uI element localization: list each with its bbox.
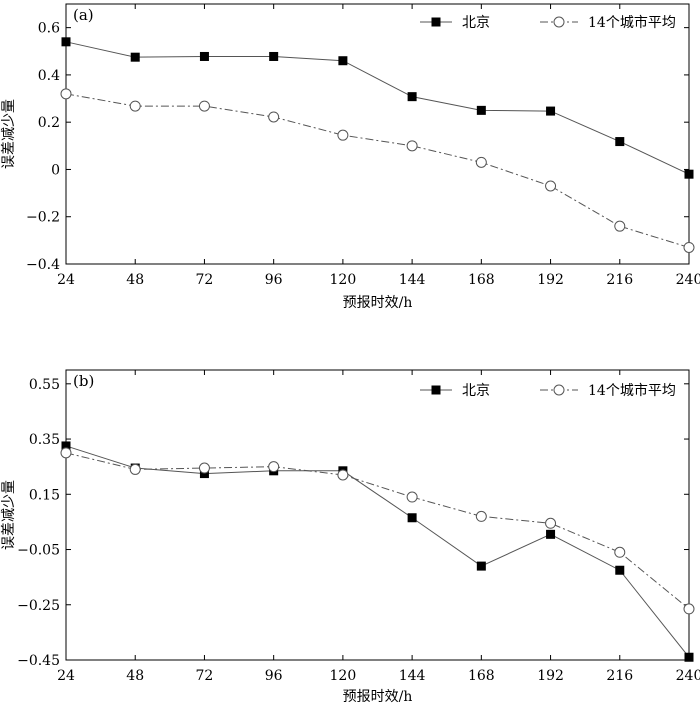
x-tick-label: 120: [330, 668, 357, 684]
data-point-square: [269, 51, 279, 61]
data-point-circle: [60, 88, 72, 100]
x-tick-label: 96: [265, 272, 283, 288]
x-tick-label: 192: [537, 668, 564, 684]
x-axis-label: 预报时效/h: [343, 295, 413, 311]
data-point-circle: [683, 603, 695, 615]
x-tick-label: 48: [126, 272, 144, 288]
legend-label-0: 北京: [462, 15, 490, 31]
y-tick-label: 0: [51, 162, 60, 178]
plot-frame: [65, 3, 690, 265]
data-point-circle: [198, 462, 210, 474]
x-axis-label: 预报时效/h: [343, 689, 413, 705]
data-point-circle: [337, 469, 349, 481]
data-point-square: [684, 652, 694, 662]
data-point-square: [407, 513, 417, 523]
y-tick-label: 0.55: [29, 377, 60, 393]
x-tick-label: 24: [57, 272, 75, 288]
x-tick-label: 216: [606, 272, 633, 288]
data-point-circle: [545, 517, 557, 529]
y-tick-label: −0.45: [17, 653, 60, 669]
y-tick-label: 0.4: [38, 68, 60, 84]
data-point-circle: [198, 100, 210, 112]
x-tick-label: 144: [399, 668, 426, 684]
panel-b: 24 48 72 96 120 144 168 192 216 240 −0.45 −0.25 −0.0…: [1, 369, 700, 705]
series-line-1: [65, 93, 690, 248]
panel-a: 24 48 72 96 120 144 168 192 216 240 −0.4 −0.2 0 0.2 0.…: [1, 3, 700, 311]
legend-circle-icon: [553, 384, 565, 396]
x-tick-label: 240: [676, 272, 700, 288]
data-point-circle: [406, 140, 418, 152]
x-tick-label: 192: [537, 272, 564, 288]
x-tick-label: 240: [676, 668, 700, 684]
data-point-square: [61, 37, 71, 47]
series-line-0: [65, 445, 690, 658]
data-point-circle: [683, 241, 695, 253]
legend-label-1: 14个城市平均: [588, 382, 676, 399]
x-tick-label: 120: [330, 272, 357, 288]
x-tick-label: 168: [468, 668, 495, 684]
data-point-circle: [129, 100, 141, 112]
data-point-square: [199, 469, 209, 479]
legend-square-icon: [431, 385, 441, 395]
data-point-square: [476, 561, 486, 571]
panel-label: (a): [73, 6, 94, 24]
x-tick-label: 96: [265, 668, 283, 684]
y-tick-label: −0.25: [17, 598, 60, 614]
x-tick-label: 144: [399, 272, 426, 288]
legend-label-1: 14个城市平均: [588, 14, 676, 31]
x-tick-label: 48: [126, 668, 144, 684]
series-line-1: [65, 452, 690, 610]
y-axis-label: 误差减少量: [1, 480, 17, 550]
x-tick-label: 72: [196, 272, 214, 288]
y-tick-label: −0.2: [26, 210, 60, 226]
plot-frame: [65, 369, 690, 661]
data-point-circle: [337, 129, 349, 141]
y-tick-label: 0.6: [38, 21, 60, 37]
legend-circle-icon: [553, 16, 565, 28]
y-tick-label: −0.4: [26, 257, 60, 273]
data-point-square: [546, 529, 556, 539]
series-line-0: [65, 41, 690, 175]
data-point-circle: [614, 220, 626, 232]
data-point-circle: [475, 156, 487, 168]
data-point-square: [476, 105, 486, 115]
data-point-circle: [475, 510, 487, 522]
data-point-square: [615, 565, 625, 575]
data-point-circle: [268, 461, 280, 473]
data-point-square: [407, 92, 417, 102]
y-tick-label: 0.15: [29, 487, 60, 503]
legend-square-icon: [431, 17, 441, 27]
y-tick-label: −0.05: [17, 543, 60, 559]
data-point-square: [338, 56, 348, 66]
data-point-circle: [268, 111, 280, 123]
panel-label: (b): [73, 372, 94, 390]
data-point-square: [61, 441, 71, 451]
data-point-square: [199, 51, 209, 61]
y-tick-label: 0.2: [38, 115, 60, 131]
x-tick-label: 72: [196, 668, 214, 684]
x-tick-label: 168: [468, 272, 495, 288]
y-axis-label: 误差减少量: [1, 99, 17, 169]
data-point-circle: [614, 546, 626, 558]
data-point-circle: [60, 447, 72, 459]
data-point-circle: [406, 491, 418, 503]
data-point-square: [684, 169, 694, 179]
data-point-circle: [129, 463, 141, 475]
data-point-square: [130, 52, 140, 62]
data-point-square: [546, 106, 556, 116]
x-tick-label: 216: [606, 668, 633, 684]
y-tick-label: 0.35: [29, 432, 60, 448]
data-point-circle: [545, 180, 557, 192]
x-tick-label: 24: [57, 668, 75, 684]
data-point-square: [615, 137, 625, 147]
legend-label-0: 北京: [462, 383, 490, 399]
